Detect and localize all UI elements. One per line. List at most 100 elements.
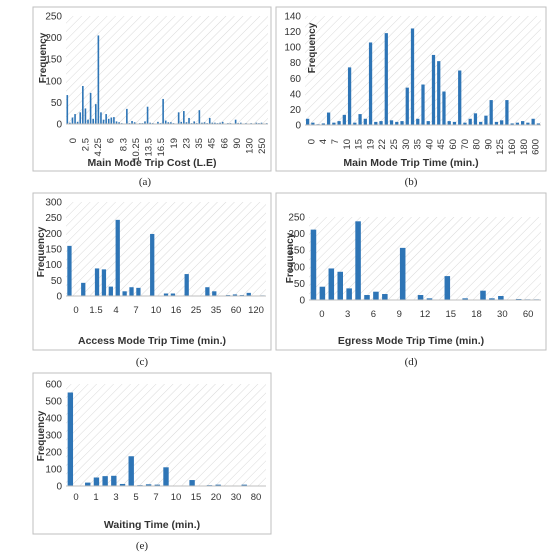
x-tick-label: 35 [194, 138, 205, 149]
y-axis-title: Frequency [36, 226, 47, 277]
x-tick-label: 16.5 [156, 138, 167, 157]
bar [108, 286, 113, 296]
bar [94, 104, 97, 124]
x-tick-label: 15 [354, 139, 365, 150]
bar [157, 121, 159, 124]
bar [480, 290, 486, 300]
bar [473, 113, 478, 125]
bar [373, 291, 379, 300]
bar [515, 122, 520, 125]
bar [494, 121, 499, 125]
bar [368, 42, 373, 125]
bar [79, 112, 82, 124]
bar [198, 110, 201, 124]
x-tick-label: 25 [191, 305, 202, 316]
chart-panel-b: 0 20 40 60 80 100 120 140 0 4 7 10 15 19 22 25 30 35 40 45 6… [275, 6, 547, 173]
bar [66, 95, 69, 124]
bar [87, 119, 89, 124]
bar [107, 118, 110, 124]
chart-panel-a: 0 50 100 150 200 250 0 2.5 4.25 6 8.3 10.25 13.5 16.5… [32, 6, 272, 173]
x-axis-title: Main Mode Trip Time (min.) [343, 157, 478, 169]
caption-a: (a) [138, 176, 152, 188]
bar [400, 121, 404, 125]
bar [180, 121, 183, 124]
bar [146, 106, 149, 124]
caption-d: (d) [404, 356, 418, 368]
x-tick-label: 70 [460, 139, 471, 150]
x-tick-label: 0 [306, 139, 317, 144]
x-tick-label: 10 [342, 139, 353, 150]
x-tick-label: 180 [519, 139, 530, 155]
bar [221, 121, 224, 124]
bar [205, 287, 210, 296]
bar [110, 117, 113, 124]
bar [89, 92, 92, 124]
x-axis-title: Waiting Time (min.) [104, 519, 200, 531]
bar [468, 118, 472, 125]
bar [167, 122, 170, 124]
x-tick-label: 3 [113, 492, 118, 503]
bar [154, 484, 160, 486]
y-tick-label: 80 [290, 58, 302, 69]
bar [260, 122, 263, 124]
bar [405, 87, 409, 125]
bar [113, 117, 115, 124]
bar [131, 120, 133, 124]
x-tick-label: 0 [68, 138, 79, 143]
bar [384, 33, 388, 125]
bar [241, 484, 247, 486]
bar [115, 219, 120, 296]
caption-c: (c) [135, 356, 149, 368]
bar [444, 276, 451, 300]
bar [305, 118, 310, 125]
y-tick-label: 150 [45, 245, 62, 256]
bar [92, 118, 94, 124]
bar [489, 100, 493, 125]
bar [489, 298, 495, 300]
bar [379, 121, 383, 125]
bar [133, 122, 136, 124]
bar [395, 121, 399, 125]
bar [215, 484, 221, 486]
x-tick-label: 8.3 [118, 138, 129, 151]
bar [484, 115, 488, 125]
bar [81, 282, 86, 296]
y-tick-label: 50 [51, 98, 63, 109]
y-tick-label: 120 [284, 27, 301, 38]
bar [382, 294, 388, 300]
bar [144, 121, 146, 124]
x-tick-label: 45 [436, 139, 447, 150]
x-tick-label: 10 [171, 492, 182, 503]
bar [101, 269, 107, 296]
bar [94, 268, 100, 296]
bar [319, 286, 326, 300]
y-tick-label: 60 [290, 74, 302, 85]
x-tick-label: 1.5 [89, 305, 102, 316]
x-tick-label: 25 [389, 139, 400, 150]
y-tick-label: 0 [299, 296, 305, 307]
x-tick-label: 60 [448, 139, 459, 150]
bar [185, 122, 188, 124]
x-tick-label: 30 [231, 492, 242, 503]
bar [342, 114, 346, 125]
x-tick-label: 4 [318, 139, 329, 144]
x-tick-label: 80 [472, 139, 483, 150]
x-tick-label: 15 [191, 492, 202, 503]
bar [358, 114, 362, 125]
bar [510, 123, 514, 125]
bar [67, 392, 74, 486]
bar [526, 122, 530, 125]
bar [311, 122, 315, 125]
bar [463, 122, 467, 125]
y-tick-label: 250 [45, 12, 62, 23]
plot-area [309, 217, 541, 300]
x-tick-label: 66 [219, 138, 230, 149]
bar [128, 456, 134, 486]
x-tick-label: 16 [171, 305, 182, 316]
bar [374, 121, 378, 125]
bar [364, 295, 370, 300]
y-tick-label: 100 [288, 262, 305, 273]
bar [115, 121, 118, 124]
bar [118, 122, 120, 124]
x-tick-label: 20 [211, 492, 222, 503]
